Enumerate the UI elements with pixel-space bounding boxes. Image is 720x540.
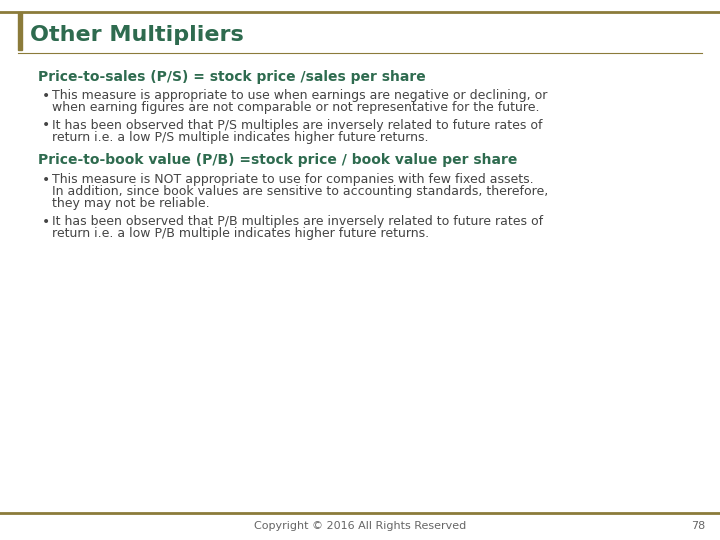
Text: Copyright © 2016 All Rights Reserved: Copyright © 2016 All Rights Reserved: [254, 521, 466, 531]
Text: return i.e. a low P/B multiple indicates higher future returns.: return i.e. a low P/B multiple indicates…: [52, 227, 429, 240]
Text: Other Multipliers: Other Multipliers: [30, 25, 244, 45]
Text: This measure is NOT appropriate to use for companies with few fixed assets.: This measure is NOT appropriate to use f…: [52, 173, 534, 186]
Text: 78: 78: [691, 521, 705, 531]
Text: This measure is appropriate to use when earnings are negative or declining, or: This measure is appropriate to use when …: [52, 90, 547, 103]
Text: they may not be reliable.: they may not be reliable.: [52, 198, 210, 211]
Text: return i.e. a low P/S multiple indicates higher future returns.: return i.e. a low P/S multiple indicates…: [52, 131, 428, 144]
Text: Price-to-book value (P/B) =stock price / book value per share: Price-to-book value (P/B) =stock price /…: [38, 153, 518, 167]
Text: Price-to-sales (P/S) = stock price /sales per share: Price-to-sales (P/S) = stock price /sale…: [38, 70, 426, 84]
Text: •: •: [42, 89, 50, 103]
Text: •: •: [42, 173, 50, 187]
Bar: [18, 12, 22, 50]
Text: It has been observed that P/S multiples are inversely related to future rates of: It has been observed that P/S multiples …: [52, 118, 542, 132]
Text: It has been observed that P/B multiples are inversely related to future rates of: It has been observed that P/B multiples …: [52, 215, 543, 228]
Text: •: •: [42, 118, 50, 132]
Text: when earning figures are not comparable or not representative for the future.: when earning figures are not comparable …: [52, 102, 539, 114]
Text: In addition, since book values are sensitive to accounting standards, therefore,: In addition, since book values are sensi…: [52, 186, 548, 199]
Text: •: •: [42, 215, 50, 229]
